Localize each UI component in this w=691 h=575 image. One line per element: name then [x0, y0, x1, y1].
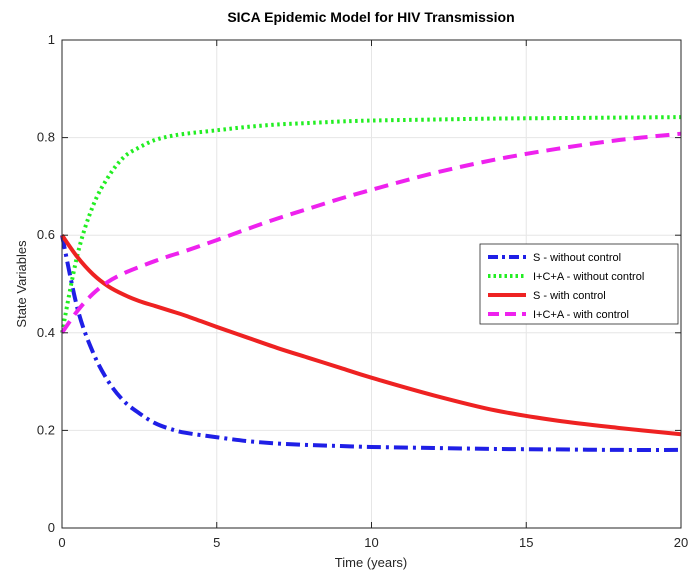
y-tick-label: 1 — [48, 32, 55, 47]
x-tick-label: 20 — [674, 535, 688, 550]
series-line-i-c-a-with-control — [60, 131, 682, 334]
y-tick-label: 0.6 — [37, 227, 55, 242]
y-tick-label: 0.8 — [37, 130, 55, 145]
legend-label: I+C+A - without control — [533, 271, 644, 283]
y-tick-label: 0.4 — [37, 325, 55, 340]
x-tick-label: 5 — [213, 535, 220, 550]
x-tick-label: 10 — [364, 535, 378, 550]
x-axis-label: Time (years) — [335, 555, 407, 570]
y-tick-label: 0.2 — [37, 422, 55, 437]
legend-label: S - with control — [533, 290, 606, 302]
x-tick-label: 0 — [58, 535, 65, 550]
x-tick-label: 15 — [519, 535, 533, 550]
series-line-s-without-control — [60, 234, 682, 452]
series-layer — [60, 115, 682, 452]
series-line-s-with-control — [60, 234, 682, 437]
y-tick-label: 0 — [48, 520, 55, 535]
legend-label: S - without control — [533, 252, 621, 264]
chart-title: SICA Epidemic Model for HIV Transmission — [227, 9, 514, 25]
legend-label: I+C+A - with control — [533, 309, 629, 321]
y-axis-label: State Variables — [14, 240, 29, 328]
legend: S - without control I+C+A - without contr… — [479, 243, 679, 325]
ticks: 0 5 10 15 20 0 0.2 0.4 0.6 0.8 1 — [37, 32, 688, 550]
series-line-i-c-a-without-control — [60, 115, 682, 334]
